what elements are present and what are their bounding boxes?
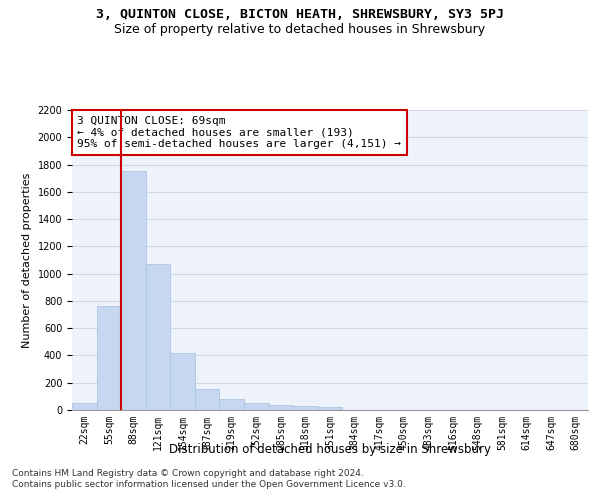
Text: Distribution of detached houses by size in Shrewsbury: Distribution of detached houses by size … bbox=[169, 442, 491, 456]
Bar bbox=[121, 172, 146, 410]
Bar bbox=[97, 306, 121, 410]
Text: Size of property relative to detached houses in Shrewsbury: Size of property relative to detached ho… bbox=[115, 22, 485, 36]
Text: 3 QUINTON CLOSE: 69sqm
← 4% of detached houses are smaller (193)
95% of semi-det: 3 QUINTON CLOSE: 69sqm ← 4% of detached … bbox=[77, 116, 401, 149]
Bar bbox=[195, 389, 220, 410]
Text: 3, QUINTON CLOSE, BICTON HEATH, SHREWSBURY, SY3 5PJ: 3, QUINTON CLOSE, BICTON HEATH, SHREWSBU… bbox=[96, 8, 504, 20]
Bar bbox=[318, 408, 342, 410]
Bar bbox=[244, 404, 269, 410]
Bar bbox=[220, 399, 244, 410]
Bar bbox=[72, 402, 97, 410]
Y-axis label: Number of detached properties: Number of detached properties bbox=[22, 172, 32, 348]
Bar bbox=[170, 352, 195, 410]
Bar bbox=[146, 264, 170, 410]
Text: Contains public sector information licensed under the Open Government Licence v3: Contains public sector information licen… bbox=[12, 480, 406, 489]
Bar bbox=[269, 404, 293, 410]
Bar bbox=[293, 406, 318, 410]
Text: Contains HM Land Registry data © Crown copyright and database right 2024.: Contains HM Land Registry data © Crown c… bbox=[12, 468, 364, 477]
